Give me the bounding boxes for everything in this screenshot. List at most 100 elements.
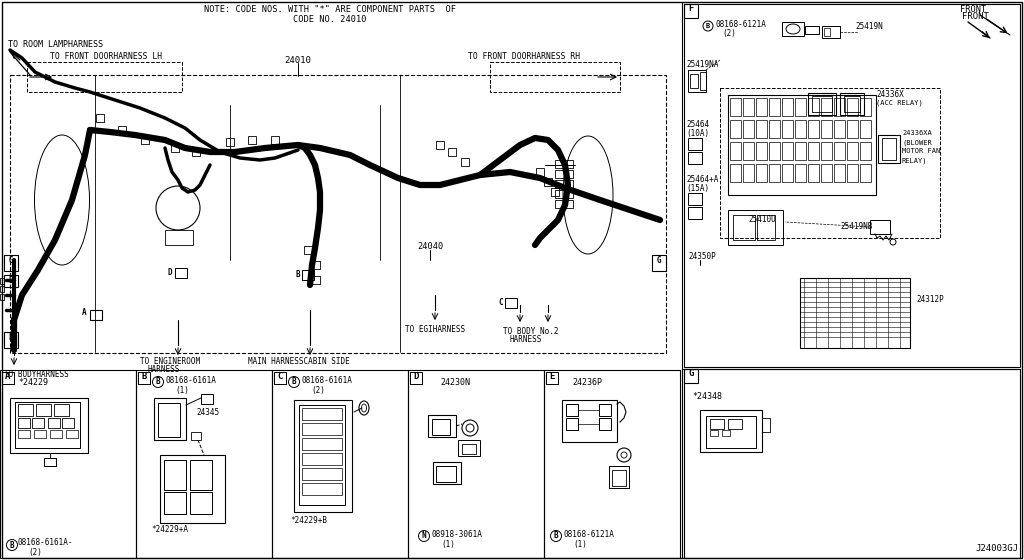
Bar [0,294,4,300]
Bar [834,142,845,160]
Bar [201,394,213,404]
Text: 08168-6121A: 08168-6121A [563,530,613,539]
Bar [860,164,871,182]
Bar [782,120,793,138]
Text: 25410U: 25410U [748,215,776,224]
Bar [821,120,831,138]
Bar [769,164,780,182]
Bar [299,405,345,505]
Bar [4,275,18,287]
Bar [18,404,33,416]
Bar [555,160,573,168]
Bar [834,164,845,182]
Bar [544,178,552,186]
Bar [743,164,754,182]
Bar [36,404,51,416]
Text: 24236P: 24236P [572,378,602,387]
Bar [782,164,793,182]
Bar [847,120,858,138]
Bar [302,438,342,450]
Bar [66,430,78,438]
Text: TO FRONT DOORHARNESS LH: TO FRONT DOORHARNESS LH [50,52,162,61]
Bar [688,152,702,164]
Text: B: B [292,377,296,386]
Bar [566,418,578,430]
Bar [551,188,559,196]
Bar [684,369,698,383]
Text: 25464+A: 25464+A [686,175,719,184]
Bar [312,276,319,284]
Bar [436,141,444,149]
Text: MOTOR FAN: MOTOR FAN [902,148,940,154]
Bar [860,98,871,116]
Bar [808,93,836,115]
Text: 08168-6161A: 08168-6161A [301,376,352,385]
Bar [847,142,858,160]
Bar [15,402,80,448]
Bar [757,215,775,240]
Bar [743,120,754,138]
Bar [733,215,755,240]
Bar [566,404,578,416]
Bar [62,418,74,428]
Bar [878,135,900,163]
Bar [728,95,876,195]
Bar [312,261,319,269]
Bar [700,72,706,90]
Bar [461,158,469,166]
Bar [688,207,702,219]
Text: 08168-6161A: 08168-6161A [165,376,216,385]
Text: CODE NO. 24010: CODE NO. 24010 [293,15,367,24]
Bar [730,120,741,138]
Bar [190,492,212,514]
Bar [800,278,910,348]
Bar [271,136,279,144]
Bar [190,460,212,490]
Bar [136,370,272,558]
Bar [408,370,544,558]
Bar [782,98,793,116]
Bar [812,96,831,112]
Bar [706,416,756,448]
Text: F: F [8,333,13,342]
Text: (1): (1) [175,386,188,395]
Bar [710,419,724,429]
Bar [821,164,831,182]
Text: (BLOWER: (BLOWER [902,139,932,146]
Text: *24229+A: *24229+A [151,525,188,534]
Bar [536,168,544,176]
Bar [688,70,706,92]
Text: *24229+B: *24229+B [290,516,327,525]
Bar [769,142,780,160]
Text: 25419N: 25419N [855,22,883,31]
Bar [302,468,342,480]
Bar [730,142,741,160]
Text: B: B [554,531,558,540]
Bar [458,440,480,456]
Text: HARNESS: HARNESS [148,365,180,374]
Text: 25419NB: 25419NB [840,222,872,231]
Bar [840,93,864,115]
Bar [505,298,517,308]
Bar [722,430,730,436]
Bar [700,410,762,452]
Bar [193,148,200,156]
Bar [4,255,18,271]
Text: 08168-6161A-: 08168-6161A- [18,538,74,547]
Bar [96,114,104,122]
Bar [160,455,225,523]
Bar [302,408,342,420]
Text: C: C [278,372,283,381]
Text: 24040: 24040 [417,242,443,251]
Bar [302,483,342,495]
Text: E: E [8,276,13,285]
Bar [48,418,60,428]
Text: 08918-3061A: 08918-3061A [431,530,482,539]
Bar [428,415,456,437]
Bar [490,62,620,92]
Bar [684,4,698,18]
Bar [821,142,831,160]
Bar [10,398,88,453]
Bar [410,372,422,384]
Bar [756,120,767,138]
